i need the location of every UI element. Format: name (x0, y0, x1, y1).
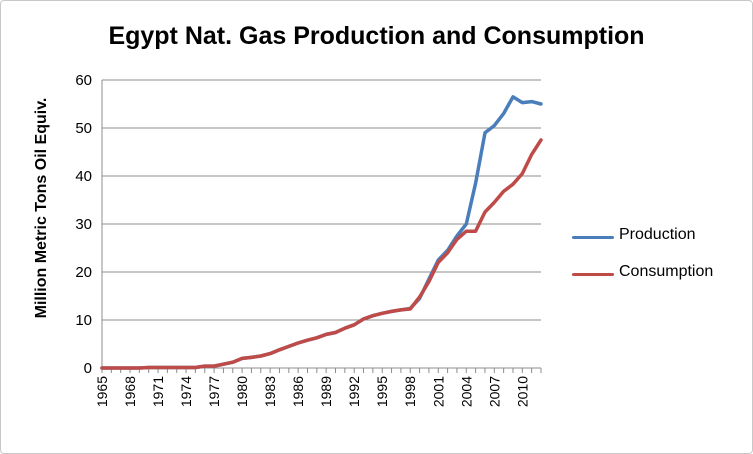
x-tick-label: 1980 (234, 376, 250, 407)
x-tick-label: 2007 (486, 376, 502, 407)
x-tick-label: 1998 (402, 376, 418, 407)
gridlines (102, 79, 541, 321)
legend-swatch-production (572, 236, 614, 239)
y-tick-label: 0 (84, 360, 92, 377)
y-tick-label: 10 (75, 312, 92, 329)
x-tick-label: 1989 (318, 376, 334, 407)
series-lines (100, 95, 543, 370)
x-tick-label: 1968 (122, 376, 138, 407)
x-tick-label: 1974 (178, 376, 194, 407)
x-tick-label: 1971 (150, 376, 166, 407)
legend-label-consumption: Consumption (619, 263, 714, 280)
chart-title: Egypt Nat. Gas Production and Consumptio… (108, 22, 645, 50)
legend-label-production: Production (619, 226, 696, 243)
x-tick-label: 2001 (430, 376, 446, 407)
x-tick-label: 1977 (206, 376, 222, 407)
x-tick-label: 1986 (290, 376, 306, 407)
y-tick-label: 20 (75, 264, 92, 281)
x-tick-label: 1995 (374, 376, 390, 407)
legend-swatch-consumption (572, 273, 614, 276)
x-tick-label: 1965 (94, 376, 110, 407)
y-tick-label: 60 (75, 72, 92, 89)
y-tick-label: 30 (75, 216, 92, 233)
x-tick-label: 2004 (458, 376, 474, 407)
x-tick-label: 1992 (346, 376, 362, 407)
y-tick-label: 40 (75, 168, 92, 185)
series-line-consumption (100, 138, 543, 370)
y-tick-label: 50 (75, 120, 92, 137)
x-tick-label: 2010 (514, 376, 530, 407)
axes: 0 10 20 30 40 50 60 1965 1968 1971 1974 1977 1980 198… (75, 72, 542, 407)
x-tick-label: 1983 (262, 376, 278, 407)
